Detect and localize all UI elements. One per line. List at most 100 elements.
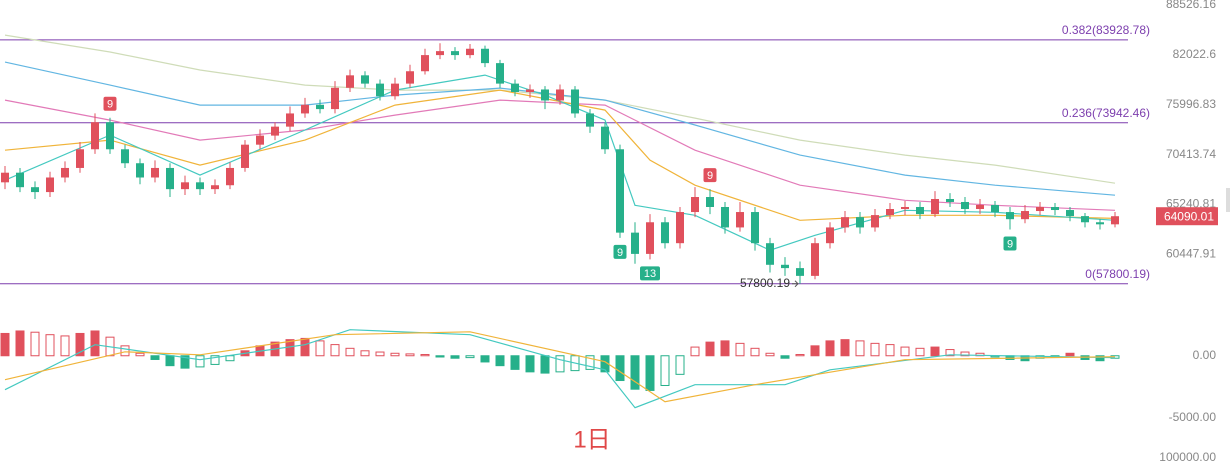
signal-badge [703,168,717,183]
macd-bar [705,341,715,357]
macd-bar [405,353,415,357]
candle-body [601,126,609,150]
candle-body [166,167,174,190]
macd-bar [690,346,700,357]
moving-average [4,89,1116,221]
candle-body [76,149,84,168]
macd-bar [330,344,340,357]
candle-body [16,172,24,188]
macd-bar [1065,352,1075,357]
macd-bar [450,355,460,359]
macd-bar [855,340,865,357]
macd-bar [645,355,655,391]
macd-bar [210,355,220,365]
candle-body [331,87,339,110]
macd-bar [0,332,10,357]
candle-body [1006,212,1014,220]
macd-bar [660,355,670,386]
candle-body [1051,206,1059,211]
candle-body [286,113,294,127]
signal-badge [103,96,117,111]
macd-bar [1095,355,1105,362]
macd-bar [810,345,820,357]
macd-bar [375,351,385,357]
candle-body [736,212,744,228]
candle-body [181,182,189,190]
candle-body [871,215,879,228]
candle-body [61,167,69,178]
candle-body [406,71,414,84]
candle-body [256,135,264,145]
macd-bar [930,346,940,357]
macd-bar [630,355,640,390]
candle-body [916,206,924,215]
candle-body [976,204,984,210]
candle-body [436,51,444,56]
candle-body [106,122,114,150]
macd-bar [675,355,685,375]
macd-bar [825,340,835,357]
macd-bar [840,339,850,357]
signal-badge [640,266,660,281]
candle-body [241,144,249,168]
candle-body [721,206,729,228]
candle-body [271,126,279,136]
candle-body [46,177,54,193]
candle-body [811,243,819,276]
macd-bar [225,355,235,362]
macd-bar [435,355,445,358]
candle-body [706,197,714,207]
candle-body [211,185,219,190]
candle-body [31,187,39,193]
macd-bar [735,342,745,357]
fib-label: 0.236(73942.46) [1062,106,1150,120]
macd-bar [960,351,970,357]
volume-axis-label: 100000.00 [1159,450,1216,464]
macd-bar [480,355,490,363]
y-tick-label: 70413.74 [1166,147,1216,161]
moving-average [4,99,1116,211]
candle-body [151,167,159,178]
macd-bar [465,355,475,359]
candle-body [556,89,564,101]
candle-body [631,232,639,254]
candle-body [1096,222,1104,225]
candle-body [826,227,834,244]
signal-label: 9 [107,99,113,111]
moving-average [4,34,1116,184]
macd-bar [945,349,955,357]
candle-body [1081,216,1089,223]
signal-label: 9 [617,247,623,259]
macd-bar [420,354,430,357]
macd-bar [195,355,205,368]
signal-label: 9 [1007,238,1013,250]
candle-body [511,83,519,92]
macd-bar [585,355,595,370]
macd-bar [300,337,310,357]
macd-bar [90,330,100,357]
candle-body [961,201,969,210]
candle-body [616,149,624,233]
candle-body [136,163,144,178]
candle-body [946,198,954,202]
candle-body [496,63,504,84]
macd-bar [360,350,370,357]
macd-bar [495,355,505,367]
candle-body [991,204,999,213]
candle-body [391,83,399,97]
y-tick-label: 88526.16 [1166,0,1216,11]
macd-bar [120,345,130,357]
candle-body [1036,206,1044,212]
macd-bar [15,330,25,357]
macd-bar [315,340,325,357]
last-price-box [1156,207,1218,226]
candle-body [841,217,849,228]
macd-bar [390,352,400,357]
candle-body [361,75,369,84]
macd-bar [765,352,775,357]
candle-body [901,206,909,210]
macd-bar [885,344,895,357]
signal-label: 13 [644,268,656,280]
candle-body [421,55,429,72]
